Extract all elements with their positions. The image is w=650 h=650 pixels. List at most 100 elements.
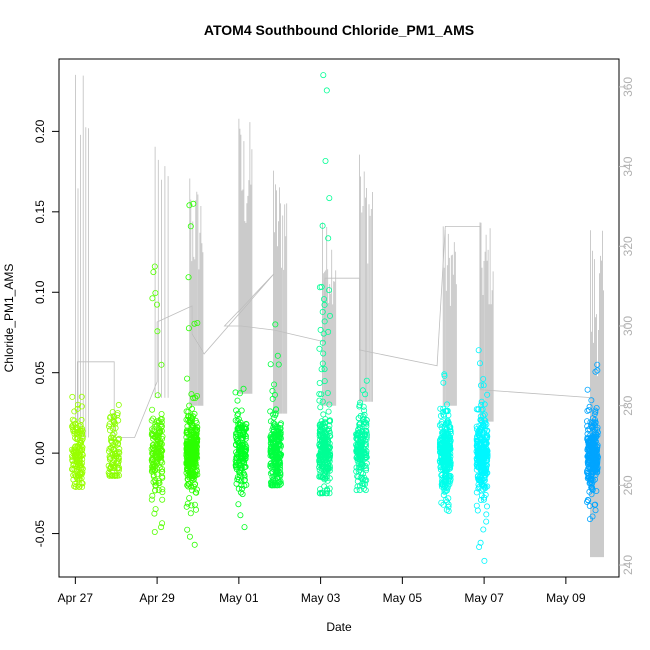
data-point bbox=[475, 347, 482, 354]
data-point bbox=[316, 459, 323, 466]
data-point bbox=[360, 403, 367, 410]
data-point bbox=[110, 445, 117, 452]
data-point bbox=[483, 446, 490, 453]
data-point bbox=[473, 502, 480, 509]
data-point bbox=[325, 437, 332, 444]
data-point bbox=[150, 427, 157, 434]
data-point bbox=[267, 361, 274, 368]
data-point bbox=[478, 406, 485, 413]
x-tick-label: May 01 bbox=[219, 591, 259, 605]
data-point bbox=[445, 446, 452, 453]
data-point bbox=[148, 417, 155, 424]
data-point bbox=[106, 453, 113, 460]
data-point bbox=[149, 492, 156, 499]
data-point bbox=[241, 524, 248, 531]
data-point bbox=[358, 443, 365, 450]
data-point bbox=[237, 512, 244, 519]
data-point bbox=[355, 426, 362, 433]
data-point bbox=[444, 401, 451, 408]
data-point bbox=[110, 435, 117, 442]
data-point bbox=[192, 434, 199, 441]
data-point bbox=[183, 460, 190, 467]
data-point bbox=[473, 455, 480, 462]
data-point bbox=[158, 361, 165, 368]
data-point bbox=[481, 416, 488, 423]
data-point bbox=[353, 464, 360, 471]
data-point bbox=[592, 476, 599, 483]
data-point bbox=[589, 486, 596, 493]
data-point bbox=[192, 427, 199, 434]
data-point bbox=[158, 524, 165, 531]
data-point bbox=[444, 449, 451, 456]
data-point bbox=[356, 403, 363, 410]
data-point bbox=[233, 459, 240, 466]
data-point bbox=[270, 424, 277, 431]
y-right-tick-label: 360 bbox=[621, 77, 635, 97]
data-point bbox=[318, 283, 325, 290]
data-point bbox=[272, 454, 279, 461]
data-point bbox=[320, 330, 327, 337]
data-point bbox=[238, 442, 245, 449]
data-point bbox=[77, 422, 84, 429]
data-point bbox=[585, 463, 592, 470]
data-point bbox=[481, 401, 488, 408]
data-point bbox=[193, 451, 200, 458]
data-point bbox=[475, 485, 482, 492]
data-point bbox=[356, 448, 363, 455]
data-point bbox=[353, 448, 360, 455]
data-point bbox=[191, 501, 198, 508]
data-point bbox=[192, 394, 199, 401]
data-point bbox=[233, 407, 240, 414]
data-point bbox=[480, 375, 487, 382]
data-point bbox=[480, 526, 487, 533]
data-point bbox=[587, 475, 594, 482]
data-point bbox=[359, 480, 366, 487]
data-point bbox=[183, 469, 190, 476]
data-point bbox=[269, 395, 276, 402]
data-point bbox=[325, 408, 332, 415]
data-point bbox=[319, 308, 326, 315]
data-point bbox=[184, 375, 191, 382]
data-point bbox=[190, 483, 197, 490]
data-point bbox=[321, 301, 328, 308]
data-point bbox=[235, 468, 242, 475]
data-point bbox=[593, 460, 600, 467]
data-point bbox=[480, 496, 487, 503]
data-point bbox=[185, 325, 192, 332]
data-point bbox=[77, 453, 84, 460]
x-tick-label: May 03 bbox=[301, 591, 341, 605]
data-point bbox=[149, 295, 156, 302]
data-point bbox=[325, 465, 332, 472]
data-point bbox=[234, 474, 241, 481]
data-point bbox=[473, 406, 480, 413]
data-point bbox=[74, 443, 81, 450]
data-point bbox=[482, 467, 489, 474]
data-point bbox=[239, 485, 246, 492]
y-right-tick-label: 340 bbox=[621, 156, 635, 176]
data-point bbox=[362, 467, 369, 474]
data-point bbox=[192, 480, 199, 487]
data-point bbox=[242, 425, 249, 432]
x-tick-label: May 07 bbox=[464, 591, 504, 605]
scatter-points bbox=[68, 72, 601, 564]
x-tick-label: Apr 27 bbox=[58, 591, 94, 605]
data-point bbox=[242, 433, 249, 440]
data-point bbox=[271, 482, 278, 489]
data-point bbox=[108, 464, 115, 471]
data-point bbox=[115, 465, 122, 472]
data-point bbox=[361, 419, 368, 426]
data-point bbox=[473, 489, 480, 496]
data-point bbox=[446, 463, 453, 470]
data-point bbox=[325, 425, 332, 432]
data-point bbox=[191, 426, 198, 433]
data-point bbox=[70, 472, 77, 479]
data-point bbox=[445, 412, 452, 419]
data-point bbox=[116, 472, 123, 479]
data-point bbox=[594, 426, 601, 433]
data-point bbox=[476, 431, 483, 438]
data-point bbox=[153, 301, 160, 308]
data-point bbox=[237, 421, 244, 428]
data-point bbox=[150, 269, 157, 276]
data-point bbox=[159, 520, 166, 527]
